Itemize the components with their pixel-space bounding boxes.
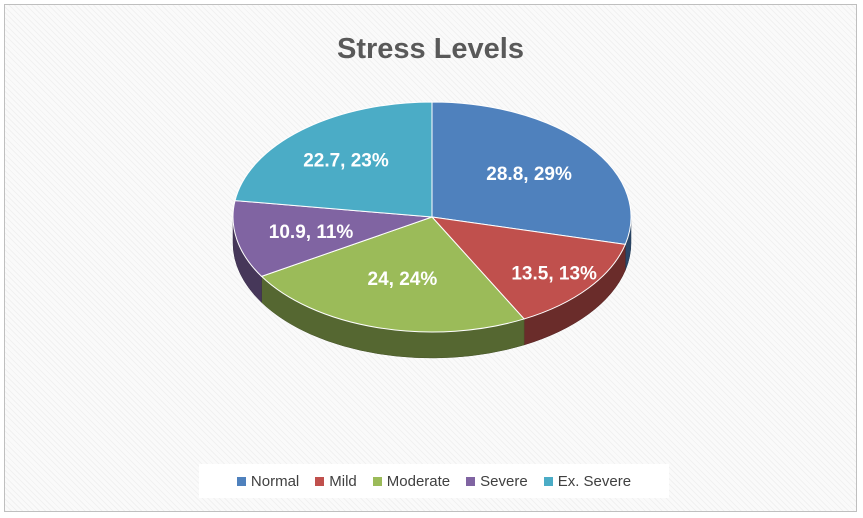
legend-label: Mild (329, 472, 357, 490)
legend-label: Moderate (386, 472, 451, 490)
slice-normal (431, 101, 632, 245)
data-label-severe: 10.9, 11% (269, 222, 354, 243)
legend-swatch (236, 476, 246, 486)
data-label-ex-severe: 22.7, 23% (303, 151, 389, 172)
legend-label: Ex. Severe (557, 472, 632, 490)
chart-area: Stress Levels 28.8, 29% 13.5, 13% 24, 24% 1… (4, 4, 857, 512)
legend-item-severe: Severe (466, 473, 528, 490)
legend-item-normal: Normal (236, 472, 300, 490)
slice-moderate (260, 216, 525, 333)
legend-item-ex-severe: Ex. Severe (543, 472, 632, 490)
chart-legend: Normal Mild Moderate Severe Ex. Severe (199, 464, 669, 498)
data-label-mild: 13.5, 13% (511, 263, 597, 284)
legend-item-mild: Mild (315, 473, 357, 490)
slice-ex-severe (234, 101, 433, 218)
data-label-normal: 28.8, 29% (486, 164, 572, 185)
legend-swatch (315, 476, 325, 486)
data-label-moderate: 24, 24% (368, 269, 438, 290)
legend-swatch (543, 476, 553, 486)
chart-title: Stress Levels (336, 33, 524, 65)
slice-severe (232, 200, 433, 277)
legend-item-moderate: Moderate (372, 472, 451, 490)
slice-mild (430, 216, 626, 320)
legend-label: Normal (250, 472, 300, 490)
legend-swatch (466, 476, 476, 486)
legend-swatch (372, 476, 382, 486)
legend-label: Severe (480, 472, 528, 490)
pie-chart: 28.8, 29% 13.5, 13% 24, 24% 10.9, 11% 22.7, … (232, 101, 632, 359)
